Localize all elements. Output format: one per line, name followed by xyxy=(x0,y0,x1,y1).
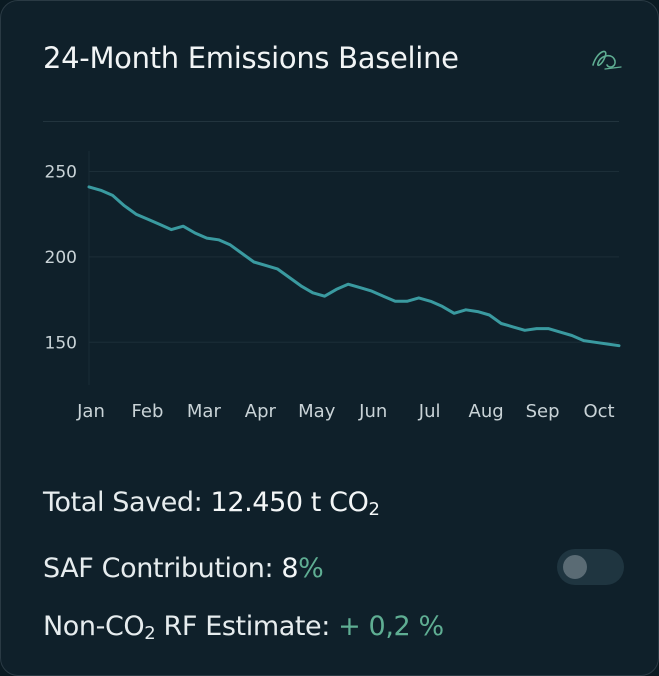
y-tick-label: 200 xyxy=(45,248,77,268)
rf-estimate-value: + 0,2 % xyxy=(338,611,444,642)
saf-contribution-value: 8% xyxy=(281,553,324,584)
signature-logo-icon xyxy=(592,50,622,70)
total-saved-row: Total Saved: 12.450 t CO2 xyxy=(43,487,380,520)
x-tick-label: Aug xyxy=(469,401,504,422)
card-title: 24-Month Emissions Baseline xyxy=(43,41,459,75)
saf-contribution-label: SAF Contribution: xyxy=(43,553,274,584)
x-tick-label: Jun xyxy=(358,401,387,422)
rf-estimate-row: Non-CO2 RF Estimate: + 0,2 % xyxy=(43,611,444,644)
emissions-line-chart: 150 200 250 Jan Feb Mar Apr May Jun Jul Aug Sep Oct xyxy=(45,151,621,422)
rf-estimate-label: Non-CO2 RF Estimate: xyxy=(43,611,330,644)
x-tick-label: Jul xyxy=(418,401,441,422)
total-saved-value: 12.450 t CO2 xyxy=(210,487,380,520)
y-tick-label: 150 xyxy=(45,333,77,353)
series-line-0 xyxy=(87,185,621,348)
x-tick-label: Apr xyxy=(245,401,277,422)
saf-toggle-knob xyxy=(563,555,587,579)
y-tick-label: 250 xyxy=(45,162,77,182)
x-tick-label: Mar xyxy=(187,401,222,422)
total-saved-label: Total Saved: xyxy=(43,487,203,518)
x-tick-label: Sep xyxy=(526,401,560,422)
x-tick-label: May xyxy=(298,401,336,422)
x-tick-label: Feb xyxy=(132,401,164,422)
x-tick-label: Oct xyxy=(583,401,614,422)
saf-contribution-row: SAF Contribution: 8% xyxy=(43,553,324,584)
saf-toggle[interactable] xyxy=(557,549,624,585)
title-divider xyxy=(43,121,619,122)
x-tick-label: Jan xyxy=(76,401,105,422)
